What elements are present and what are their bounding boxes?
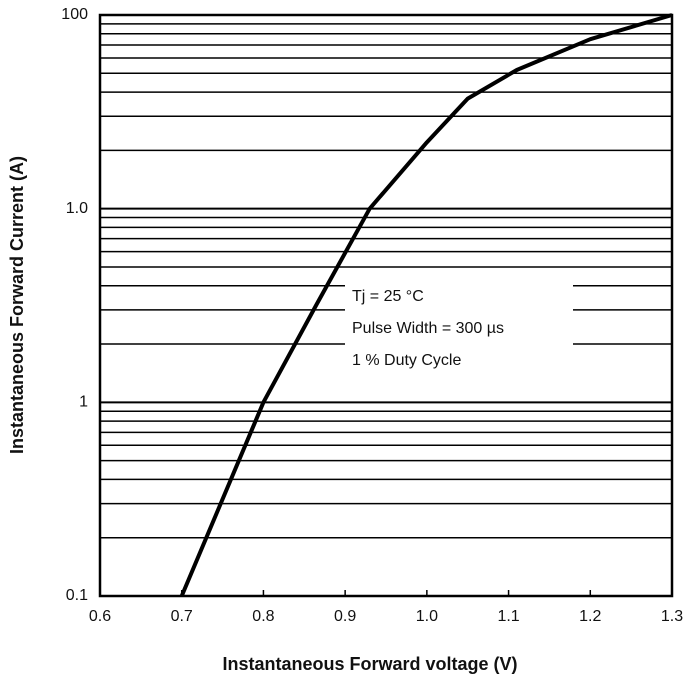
x-tick-label: 1.2 (579, 608, 601, 625)
y-tick-label: 1 (79, 394, 88, 411)
annotation: 1 % Duty Cycle (352, 352, 461, 369)
y-tick-label: 0.1 (66, 587, 88, 604)
y-tick-label: 100 (61, 6, 88, 23)
plot-frame (98, 13, 674, 598)
annotation: Tj = 25 °C (352, 288, 424, 305)
x-tick-label: 0.8 (252, 608, 274, 625)
x-axis-title: Instantaneous Forward voltage (V) (222, 654, 517, 674)
x-tick-label: 0.9 (334, 608, 356, 625)
y-axis-title: Instantaneous Forward Current (A) (7, 156, 27, 454)
x-tick-label: 1.1 (497, 608, 519, 625)
y-tick-label: 1.0 (66, 200, 88, 217)
x-tick-label: 0.7 (171, 608, 193, 625)
x-tick-label: 0.6 (89, 608, 111, 625)
line (179, 13, 673, 597)
annotation-box (345, 278, 573, 384)
x-tick-label: 1.0 (416, 608, 438, 625)
annotation: Pulse Width = 300 µs (352, 320, 504, 337)
x-tick-label: 1.3 (661, 608, 683, 625)
